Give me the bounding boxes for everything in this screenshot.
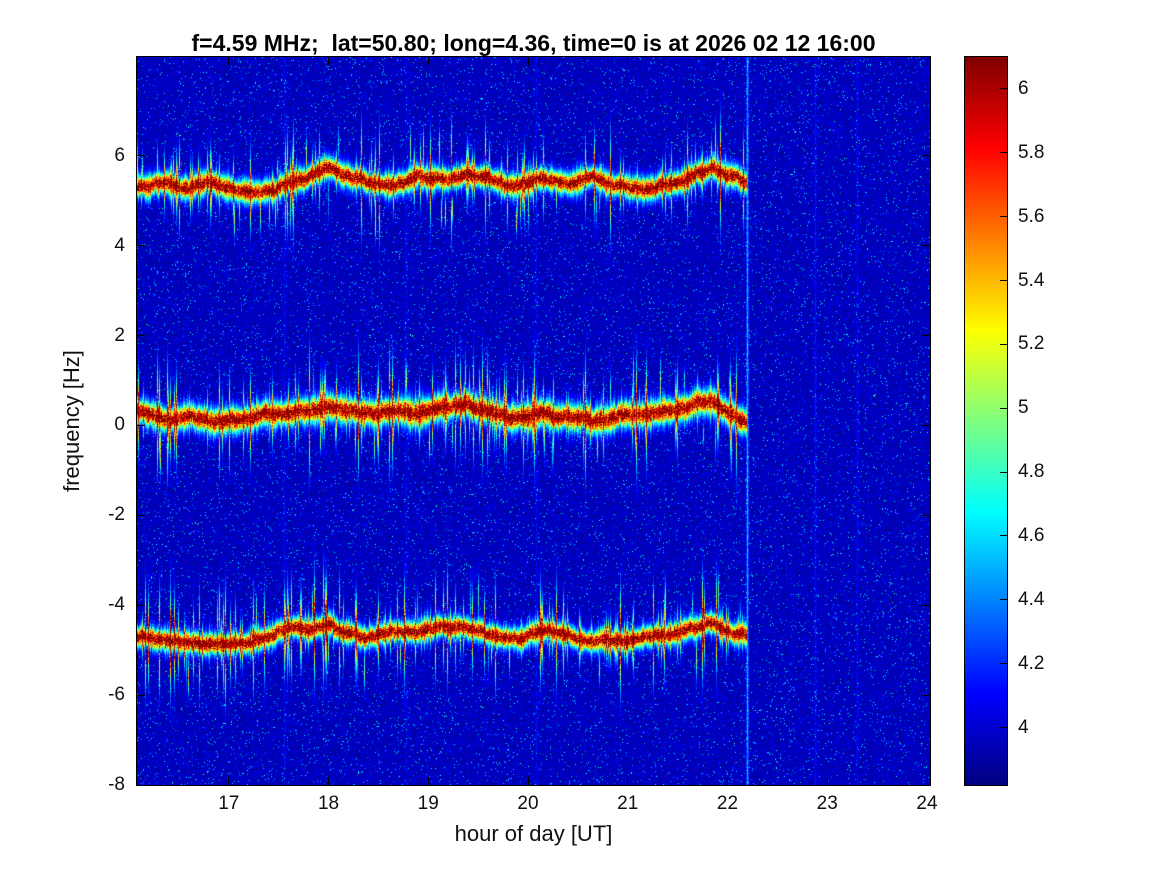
y-tick-mark	[137, 245, 145, 247]
y-tick-label: 2	[114, 324, 125, 346]
x-tick-mark	[328, 777, 330, 785]
colorbar-tick-label: 4.8	[1018, 461, 1045, 483]
y-tick-mark-right	[922, 604, 930, 606]
y-tick-mark	[137, 694, 145, 696]
y-tick-mark-right	[922, 784, 930, 786]
colorbar-canvas	[965, 57, 1007, 785]
y-tick-label: 4	[114, 234, 125, 256]
y-tick-mark	[137, 514, 145, 516]
y-tick-mark-right	[922, 335, 930, 337]
y-tick-mark-right	[922, 694, 930, 696]
colorbar-tick-mark	[1000, 663, 1007, 665]
y-tick-label: 6	[114, 144, 125, 166]
y-tick-mark	[137, 155, 145, 157]
x-tick-mark-top	[427, 57, 429, 65]
y-tick-label: 0	[114, 414, 125, 436]
x-tick-mark	[926, 777, 928, 785]
chart-title: f=4.59 MHz; lat=50.80; long=4.36, time=0…	[191, 30, 876, 56]
colorbar-tick-mark	[1000, 216, 1007, 218]
x-tick-mark	[527, 777, 529, 785]
colorbar-tick-mark	[1000, 599, 1007, 601]
y-tick-mark-right	[922, 155, 930, 157]
x-tick-label: 19	[417, 793, 439, 814]
colorbar	[964, 56, 1008, 786]
x-tick-mark	[826, 777, 828, 785]
colorbar-tick-mark	[1000, 727, 1007, 729]
y-tick-mark	[137, 604, 145, 606]
colorbar-tick-mark	[1000, 88, 1007, 90]
colorbar-tick-label: 5	[1018, 397, 1029, 419]
colorbar-tick-mark	[1000, 407, 1007, 409]
x-tick-mark	[427, 777, 429, 785]
x-axis-label: hour of day [UT]	[454, 821, 613, 846]
colorbar-tick-mark	[1000, 471, 1007, 473]
y-tick-label: -8	[108, 774, 125, 795]
spectrogram-plot	[136, 56, 931, 786]
x-tick-label: 17	[218, 793, 240, 814]
colorbar-tick-label: 5.2	[1018, 333, 1045, 355]
x-tick-mark-top	[328, 57, 330, 65]
x-tick-label: 21	[617, 793, 639, 814]
x-tick-mark	[727, 777, 728, 785]
colorbar-tick-label: 6	[1018, 77, 1029, 99]
x-tick-mark-top	[228, 57, 230, 65]
x-tick-label: 18	[317, 793, 340, 814]
colorbar-tick-label: 4.2	[1018, 652, 1045, 674]
y-tick-mark	[137, 784, 145, 786]
y-tick-mark-right	[922, 245, 930, 247]
y-tick-label: -6	[108, 684, 125, 706]
colorbar-tick-mark	[1000, 343, 1007, 345]
y-tick-mark-right	[922, 514, 930, 516]
colorbar-tick-label: 4	[1018, 716, 1029, 738]
colorbar-tick-label: 4.6	[1018, 524, 1045, 546]
x-tick-label: 24	[916, 793, 938, 814]
x-tick-mark	[627, 777, 629, 785]
colorbar-tick-label: 4.4	[1018, 588, 1045, 610]
x-tick-mark-top	[627, 57, 629, 65]
x-tick-mark-top	[826, 57, 828, 65]
x-tick-mark-top	[527, 57, 529, 65]
x-tick-mark	[228, 777, 230, 785]
x-tick-mark-top	[727, 57, 728, 65]
y-tick-label: -2	[108, 504, 125, 526]
spectrogram-canvas	[137, 57, 930, 785]
y-tick-label: -4	[108, 594, 125, 616]
y-tick-mark	[137, 335, 145, 337]
x-tick-label: 20	[517, 793, 539, 814]
colorbar-tick-label: 5.6	[1018, 205, 1045, 227]
x-tick-label: 22	[716, 793, 739, 814]
x-tick-mark-top	[926, 57, 928, 65]
y-tick-mark-right	[922, 424, 930, 426]
x-tick-label: 23	[816, 793, 838, 814]
colorbar-tick-label: 5.8	[1018, 141, 1045, 163]
colorbar-tick-mark	[1000, 280, 1007, 281]
colorbar-tick-mark	[1000, 535, 1007, 537]
y-tick-mark	[137, 424, 145, 426]
colorbar-tick-label: 5.4	[1018, 269, 1045, 291]
colorbar-tick-mark	[1000, 152, 1007, 154]
